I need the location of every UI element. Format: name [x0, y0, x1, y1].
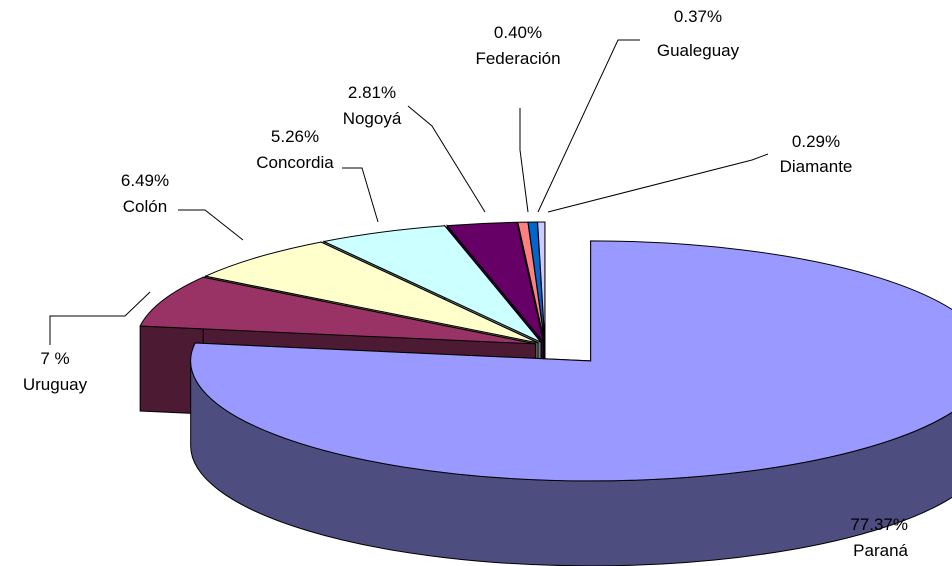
pie-slices	[139, 221, 952, 482]
slice-colon	[203, 241, 539, 344]
slice-parana	[190, 240, 952, 482]
label-pct-nogoya: 2.81%	[348, 83, 396, 102]
label-name-uruguay: Uruguay	[23, 375, 88, 394]
leader-lines	[49, 39, 769, 345]
label-pct-uruguay: 7 %	[40, 349, 69, 368]
label-pct-federacion: 0.40%	[494, 23, 542, 42]
label-name-nogoya: Nogoyá	[343, 109, 402, 128]
label-name-federacion: Federación	[475, 49, 560, 68]
slice-diamante	[537, 221, 546, 343]
leader-concordia	[342, 167, 379, 223]
leader-nogoya	[407, 105, 486, 213]
label-name-parana: Paraná	[853, 541, 908, 560]
label-pct-concordia: 5.26%	[271, 127, 319, 146]
leader-federacion	[519, 108, 529, 213]
label-pct-colon: 6.49%	[121, 171, 169, 190]
leader-diamante	[547, 153, 769, 213]
label-pct-gualeguay: 0.37%	[674, 7, 722, 26]
leader-uruguay	[49, 291, 151, 345]
slice-concordia	[322, 225, 542, 343]
label-name-diamante: Diamante	[780, 157, 853, 176]
leader-colon	[178, 209, 244, 241]
slice-nogoya	[446, 221, 544, 343]
leader-gualeguay	[537, 39, 640, 213]
slice-uruguay	[139, 276, 536, 345]
label-name-gualeguay: Gualeguay	[657, 41, 740, 60]
label-pct-parana: 77.37%	[850, 515, 908, 534]
label-pct-diamante: 0.29%	[792, 132, 840, 151]
label-name-colon: Colón	[123, 197, 167, 216]
label-name-concordia: Concordia	[256, 153, 334, 172]
slice-labels: 77.37% Paraná 7 % Uruguay 6.49% Colón 5.26% Con…	[23, 7, 909, 560]
